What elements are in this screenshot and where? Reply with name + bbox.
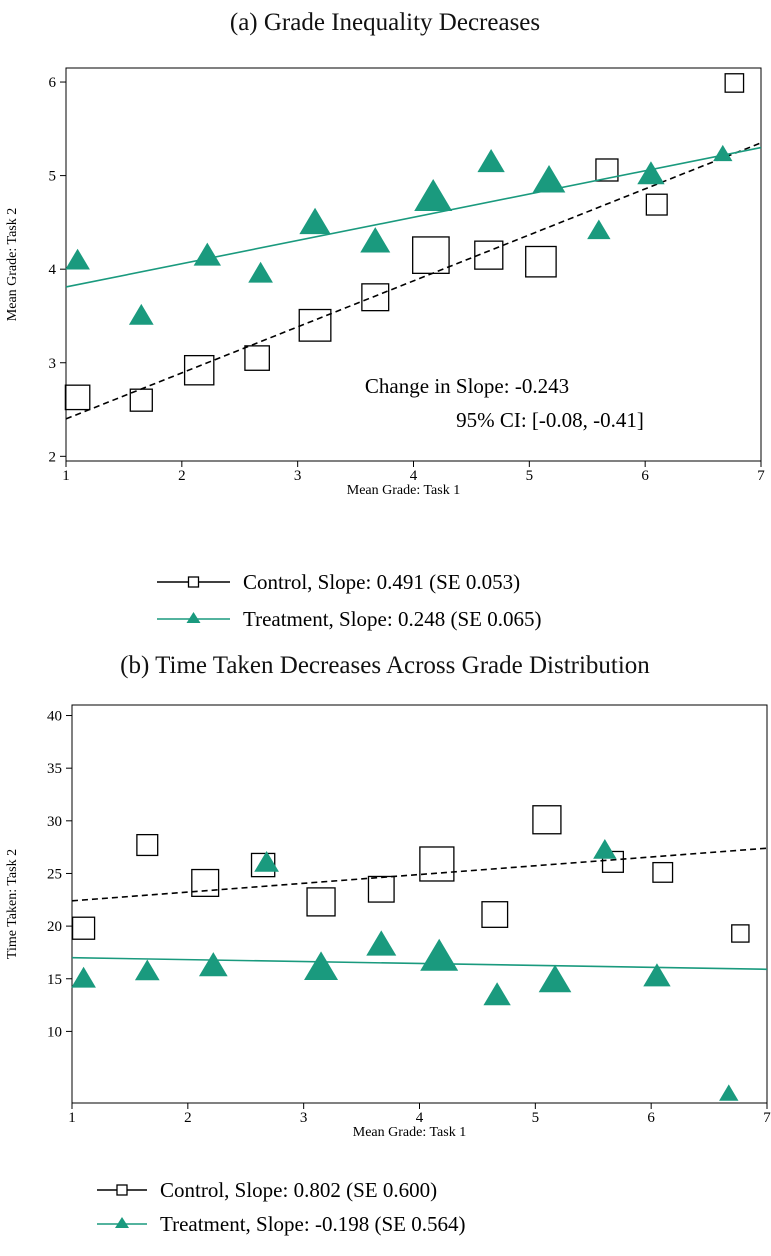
y-tick-label: 40: [47, 709, 62, 725]
x-tick-label: 3: [294, 468, 302, 484]
treatment-point: [593, 839, 617, 859]
control-point: [474, 240, 504, 270]
control-fit-line: [65, 142, 762, 420]
treatment-point: [198, 952, 228, 977]
x-tick-label: 4: [410, 468, 418, 484]
control-point: [595, 158, 619, 182]
control-point: [64, 384, 91, 411]
legend-label: Control, Slope: 0.491 (SE 0.053): [243, 570, 520, 594]
x-tick-label: 6: [647, 1110, 655, 1126]
x-tick-label: 1: [68, 1110, 76, 1126]
x-tick-label: 3: [300, 1110, 308, 1126]
legend-triangle-marker: [115, 1217, 129, 1228]
treatment-point: [366, 930, 397, 956]
y-axis-label: Time Taken: Task 2: [5, 849, 20, 959]
control-point: [419, 846, 455, 882]
treatment-point: [532, 164, 566, 193]
legend-triangle-marker: [186, 612, 201, 623]
treatment-point: [713, 144, 733, 162]
y-tick-label: 20: [47, 919, 62, 935]
x-tick-label: 4: [416, 1110, 424, 1126]
control-fit-line: [71, 847, 768, 902]
control-point: [191, 868, 220, 897]
treatment-point: [587, 219, 611, 240]
treatment-point: [538, 964, 572, 993]
treatment-point: [254, 850, 279, 872]
control-point: [244, 345, 270, 371]
treatment-point: [483, 982, 511, 1006]
treatment-point: [71, 966, 96, 988]
legend-square-marker: [187, 576, 200, 588]
annotation-ci: 95% CI: [-0.08, -0.41]: [456, 408, 644, 432]
y-tick-label: 6: [49, 75, 57, 91]
control-point: [367, 875, 395, 903]
annotation-slope-change: Change in Slope: -0.243: [365, 374, 569, 398]
y-tick-label: 2: [49, 449, 57, 465]
x-tick-label: 5: [532, 1110, 540, 1126]
treatment-point: [477, 149, 505, 173]
control-point: [652, 861, 674, 883]
x-tick-label: 1: [62, 468, 70, 484]
y-tick-label: 15: [47, 972, 62, 988]
control-point: [71, 916, 96, 940]
legend-label: Treatment, Slope: -0.198 (SE 0.564): [160, 1212, 465, 1236]
y-tick-label: 3: [49, 356, 57, 372]
control-point: [298, 308, 332, 342]
treatment-point: [193, 242, 221, 266]
treatment-point: [299, 207, 331, 235]
treatment-fit-line: [65, 146, 762, 288]
x-tick-label: 5: [526, 468, 534, 484]
control-point: [525, 245, 557, 278]
control-point: [532, 805, 562, 835]
x-axis-label: Mean Grade: Task 1: [347, 483, 460, 498]
legend-square-marker: [116, 1184, 128, 1196]
treatment-point: [643, 963, 671, 987]
plot-frame: [71, 704, 768, 1104]
control-point: [724, 73, 745, 93]
control-point: [412, 236, 450, 274]
plot-frame: [65, 67, 762, 462]
treatment-point: [304, 951, 339, 981]
y-tick-label: 10: [47, 1024, 62, 1040]
chart-title: (b) Time Taken Decreases Across Grade Di…: [120, 652, 650, 679]
y-tick-label: 35: [47, 761, 62, 777]
x-tick-label: 2: [184, 1110, 192, 1126]
control-point: [481, 901, 509, 928]
chart-panel-b: (b) Time Taken Decreases Across Grade Di…: [5, 652, 771, 1236]
x-tick-label: 6: [641, 468, 649, 484]
treatment-point: [719, 1084, 739, 1101]
treatment-point: [414, 179, 453, 211]
y-tick-label: 30: [47, 814, 62, 830]
legend-label: Control, Slope: 0.802 (SE 0.600): [160, 1178, 437, 1202]
treatment-point: [420, 938, 459, 971]
treatment-point: [248, 261, 273, 283]
control-point: [731, 924, 750, 943]
treatment-fit-line: [71, 956, 768, 971]
treatment-point: [65, 248, 90, 270]
x-tick-label: 7: [763, 1110, 771, 1126]
x-tick-label: 7: [757, 468, 765, 484]
treatment-point: [128, 303, 154, 325]
y-tick-label: 5: [49, 169, 57, 185]
control-point: [183, 354, 215, 386]
treatment-point: [360, 227, 391, 253]
y-tick-label: 4: [49, 262, 57, 278]
chart-title: (a) Grade Inequality Decreases: [230, 9, 540, 36]
control-point: [306, 887, 336, 917]
x-axis-label: Mean Grade: Task 1: [353, 1125, 466, 1140]
treatment-point: [134, 959, 160, 981]
control-point: [361, 283, 390, 312]
y-tick-label: 25: [47, 866, 62, 882]
x-tick-label: 2: [178, 468, 186, 484]
y-axis-label: Mean Grade: Task 2: [5, 208, 20, 321]
control-point: [645, 193, 668, 216]
control-point: [136, 833, 159, 857]
treatment-point: [637, 161, 665, 185]
legend-label: Treatment, Slope: 0.248 (SE 0.065): [243, 607, 541, 631]
control-point: [601, 850, 624, 873]
